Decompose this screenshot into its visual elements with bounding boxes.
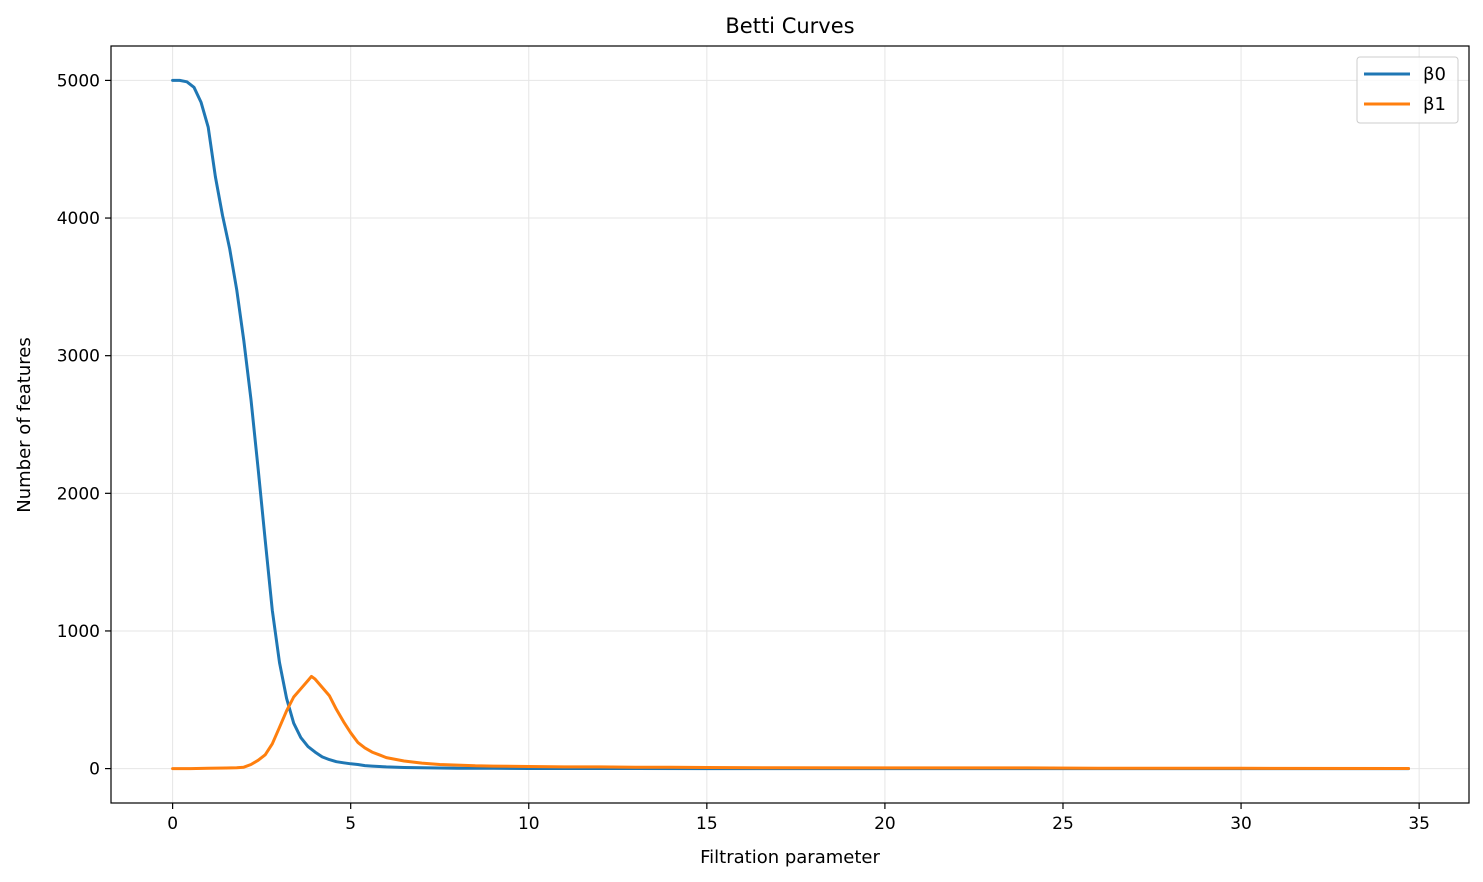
y-tick-label: 0 <box>89 760 100 780</box>
x-tick-label: 0 <box>167 814 178 834</box>
y-tick-label: 5000 <box>57 71 100 91</box>
grid-lines <box>111 46 1469 803</box>
axis-ticks: 0 5 10 15 20 25 30 35 0 1000 2000 3000 4000 5000 <box>57 71 1430 834</box>
legend-label-beta0: β0 <box>1423 64 1446 85</box>
x-tick-label: 20 <box>874 814 896 834</box>
y-tick-label: 3000 <box>57 347 100 367</box>
y-tick-label: 1000 <box>57 622 100 642</box>
x-tick-label: 25 <box>1052 814 1074 834</box>
y-tick-label: 4000 <box>57 209 100 229</box>
x-tick-label: 5 <box>345 814 356 834</box>
legend-label-beta1: β1 <box>1423 94 1446 115</box>
x-tick-label: 35 <box>1408 814 1430 834</box>
x-tick-label: 30 <box>1230 814 1252 834</box>
series-line-beta0 <box>171 78 1410 771</box>
y-axis-title: Number of features <box>14 337 35 512</box>
chart-title: Betti Curves <box>725 14 854 38</box>
series-lines <box>171 78 1410 771</box>
x-tick-label: 10 <box>518 814 540 834</box>
x-axis-title: Filtration parameter <box>700 847 880 868</box>
plot-frame <box>110 45 1470 804</box>
x-tick-label: 15 <box>696 814 718 834</box>
y-tick-label: 2000 <box>57 484 100 504</box>
legend: β0 β1 <box>1356 56 1459 124</box>
series-line-beta1 <box>171 674 1410 771</box>
